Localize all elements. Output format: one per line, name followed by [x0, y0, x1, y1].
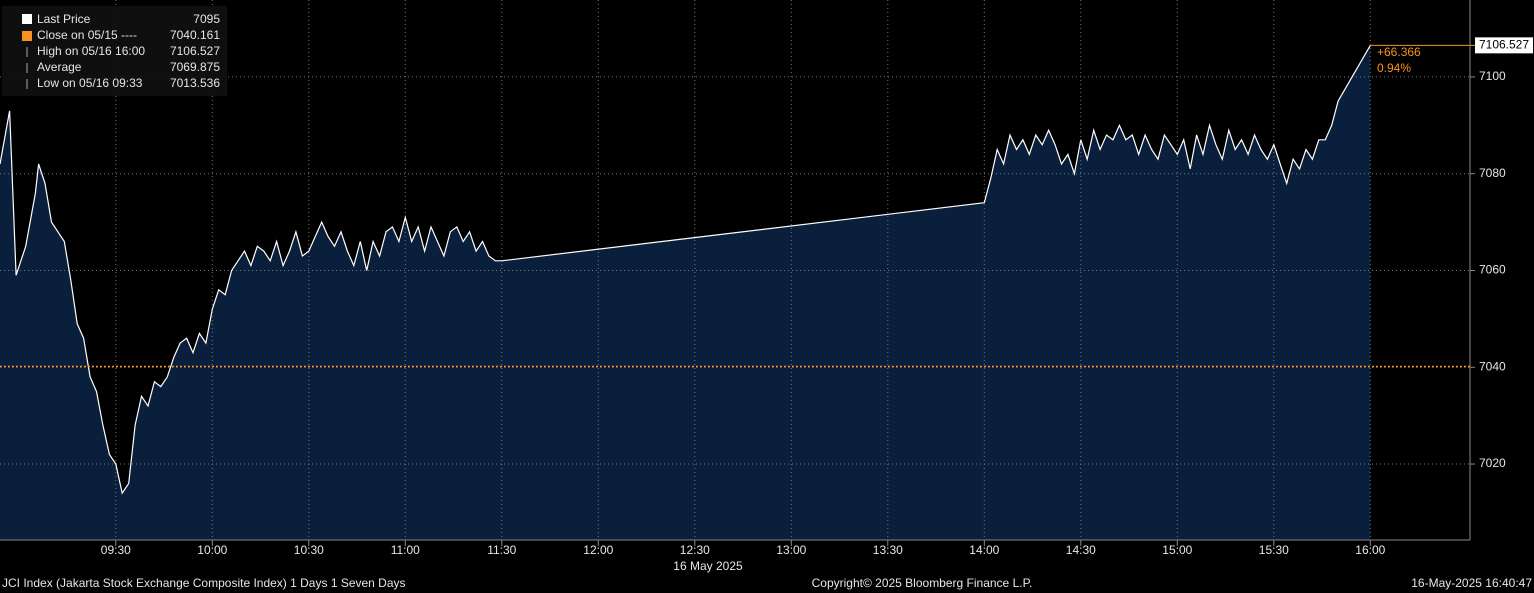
x-tick-label: 14:30	[1066, 543, 1096, 557]
x-tick-label: 13:00	[776, 543, 806, 557]
legend-value: 7040.161	[170, 28, 220, 42]
legend-value: 7106.527	[170, 44, 220, 58]
x-tick-label: 15:00	[1162, 543, 1192, 557]
y-tick-label: 7020	[1479, 456, 1506, 470]
last-price-tag	[1475, 37, 1533, 54]
change-pct-label: 0.94%	[1377, 61, 1411, 75]
x-tick-label: 12:30	[680, 543, 710, 557]
legend-box	[2, 6, 227, 96]
x-tick-label: 11:00	[391, 543, 420, 557]
legend-swatch	[22, 31, 32, 41]
x-tick-label: 10:00	[197, 543, 227, 557]
legend-label: High on 05/16 16:00	[37, 44, 145, 58]
legend-value: 7095	[193, 12, 220, 26]
area-fill	[0, 45, 1371, 541]
legend-label: Last Price	[37, 12, 91, 26]
legend-label: Low on 05/16 09:33	[37, 76, 143, 90]
x-tick-label: 15:30	[1259, 543, 1289, 557]
footer-left: JCI Index (Jakarta Stock Exchange Compos…	[2, 576, 406, 590]
legend-swatch	[22, 14, 32, 24]
legend-label: Close on 05/15 ----	[37, 28, 137, 42]
x-tick-label: 10:30	[294, 543, 324, 557]
last-price-tag-label: 7106.527	[1479, 38, 1529, 52]
footer-right: 16-May-2025 16:40:47	[1411, 576, 1532, 590]
x-tick-label: 16:00	[1355, 543, 1385, 557]
y-tick-label: 7100	[1479, 69, 1506, 83]
legend-label: Average	[37, 60, 82, 74]
x-axis-label: 16 May 2025	[673, 559, 743, 573]
x-tick-label: 13:30	[873, 543, 903, 557]
y-tick-label: 7060	[1479, 263, 1506, 277]
x-tick-label: 12:00	[583, 543, 613, 557]
y-tick-label: 7080	[1479, 166, 1506, 180]
price-line	[0, 45, 1371, 495]
x-tick-label: 14:00	[969, 543, 999, 557]
y-tick-label: 7040	[1479, 359, 1506, 373]
x-tick-label: 09:30	[101, 543, 131, 557]
plot	[0, 0, 1475, 541]
legend-value: 7013.536	[170, 76, 220, 90]
legend-value: 7069.875	[170, 60, 220, 74]
change-label: +66.366	[1377, 45, 1421, 59]
footer-center: Copyright© 2025 Bloomberg Finance L.P.	[812, 576, 1033, 590]
x-tick-label: 11:30	[487, 543, 516, 557]
